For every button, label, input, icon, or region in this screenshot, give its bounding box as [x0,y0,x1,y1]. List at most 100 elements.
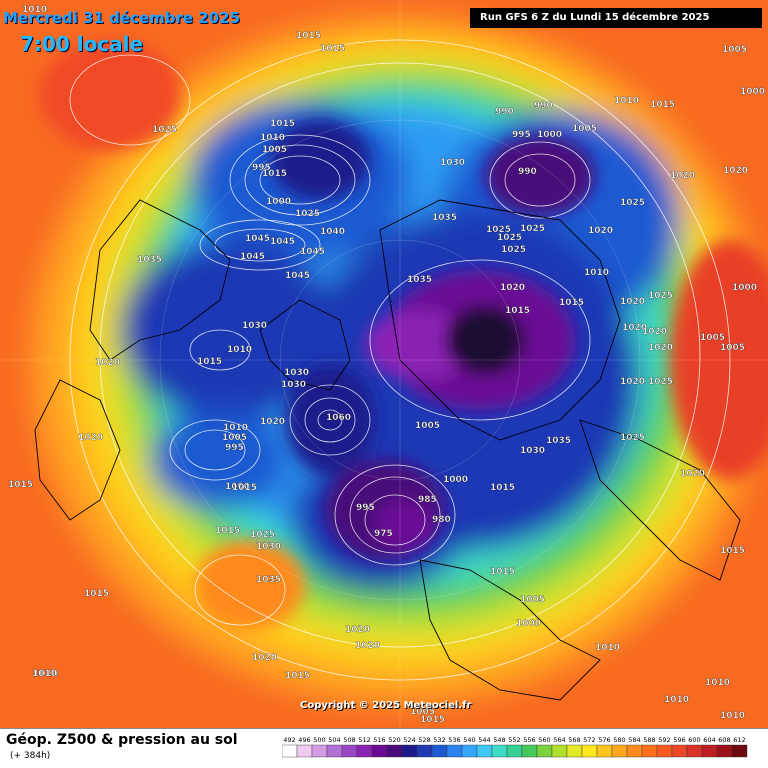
legend-swatch [506,744,523,758]
legend-value: 540 [463,736,475,744]
pressure-label: 1025 [295,209,320,219]
pressure-label: 1020 [680,469,705,479]
pressure-label: 1010 [705,678,730,688]
pressure-label: 1030 [256,542,281,552]
pressure-label: 1010 [33,669,58,679]
pressure-label: 1010 [22,5,47,15]
pressure-label: 1015 [559,298,584,308]
legend-value: 492 [283,736,295,744]
pressure-label: 1025 [648,377,673,387]
legend-swatch [656,744,673,758]
pressure-label: 1015 [232,483,257,493]
pressure-label: 1030 [284,368,309,378]
pressure-label: 1015 [262,169,287,179]
pressure-label: 1005 [720,343,745,353]
legend-value: 604 [703,736,715,744]
legend-swatch [626,744,643,758]
legend-value: 516 [373,736,385,744]
pressure-label: 995 [356,503,375,513]
legend-swatch [731,744,748,758]
pressure-label: 1020 [95,358,120,368]
legend-swatch [446,744,463,758]
legend-value: 500 [313,736,325,744]
pressure-label: 1010 [260,133,285,143]
pressure-label: 1015 [296,31,321,41]
pressure-label: 1025 [648,291,673,301]
legend-swatch [431,744,448,758]
legend-swatch [521,744,538,758]
pressure-label: 1045 [270,237,295,247]
pressure-label: 1005 [572,124,597,134]
pressure-label: 1045 [245,234,270,244]
pressure-label: 1020 [500,283,525,293]
pressure-label: 1020 [345,625,370,635]
pressure-label: 1025 [497,233,522,243]
pressure-label: 1030 [440,158,465,168]
pressure-label: 1020 [588,226,613,236]
legend-swatch [536,744,553,758]
legend-value: 504 [328,736,340,744]
pressure-label: 995 [512,130,531,140]
legend-value: 584 [628,736,640,744]
pressure-label: 1010 [595,643,620,653]
pressure-label: 1045 [300,247,325,257]
pressure-label: 1020 [670,171,695,181]
pressure-label: 1045 [240,252,265,262]
pressure-label: 1035 [137,255,162,265]
pressure-label: 1000 [740,87,765,97]
legend-swatch [296,744,313,758]
pressure-label: 1030 [281,380,306,390]
pressure-label: 1020 [648,343,673,353]
pressure-label: 1025 [620,198,645,208]
pressure-label: 1015 [197,357,222,367]
legend-swatch [461,744,478,758]
legend-swatch [326,744,343,758]
legend-swatch [386,744,403,758]
legend-value: 552 [508,736,520,744]
pressure-label: 1020 [622,323,647,333]
legend-swatch [371,744,388,758]
pressure-label: 1035 [407,275,432,285]
pressure-label: 1010 [227,345,252,355]
legend-swatch [596,744,613,758]
legend-value: 560 [538,736,550,744]
pressure-label: 1005 [415,421,440,431]
legend-value: 544 [478,736,490,744]
pressure-label: 1035 [546,436,571,446]
pressure-label: 1005 [520,595,545,605]
pressure-label: 1020 [260,417,285,427]
legend-swatch [491,744,508,758]
legend-value: 568 [568,736,580,744]
pressure-label: 985 [418,495,437,505]
legend-value: 508 [343,736,355,744]
pressure-label: 1005 [722,45,747,55]
pressure-label: 980 [432,515,451,525]
legend-value: 592 [658,736,670,744]
pressure-label: 1025 [486,225,511,235]
legend-swatch [401,744,418,758]
pressure-label: 990 [534,101,553,111]
forecast-time: 7:00 locale [20,32,144,56]
pressure-label: 1000 [537,130,562,140]
pressure-label: 1015 [8,480,33,490]
pressure-label: 1005 [262,145,287,155]
legend-value: 556 [523,736,535,744]
legend-swatch [356,744,373,758]
legend-value: 588 [643,736,655,744]
legend-value: 580 [613,736,625,744]
pressure-label: 990 [518,167,537,177]
legend-value: 528 [418,736,430,744]
legend-swatch [581,744,598,758]
pressure-label: 1015 [490,483,515,493]
pressure-label: 1015 [215,526,240,536]
legend-value: 612 [733,736,745,744]
forecast-lead-time: (+ 384h) [10,751,51,761]
map-canvas: 1010 1015 1015 1025 1015 1010 1005 995 1015 1000 1… [0,0,768,728]
model-run-label: Run GFS 6 Z du Lundi 15 décembre 2025 [470,8,762,28]
pressure-label: 1045 [285,271,310,281]
legend-value: 520 [388,736,400,744]
legend-swatch [641,744,658,758]
pressure-label: 1035 [432,213,457,223]
pressure-label: 1015 [720,546,745,556]
